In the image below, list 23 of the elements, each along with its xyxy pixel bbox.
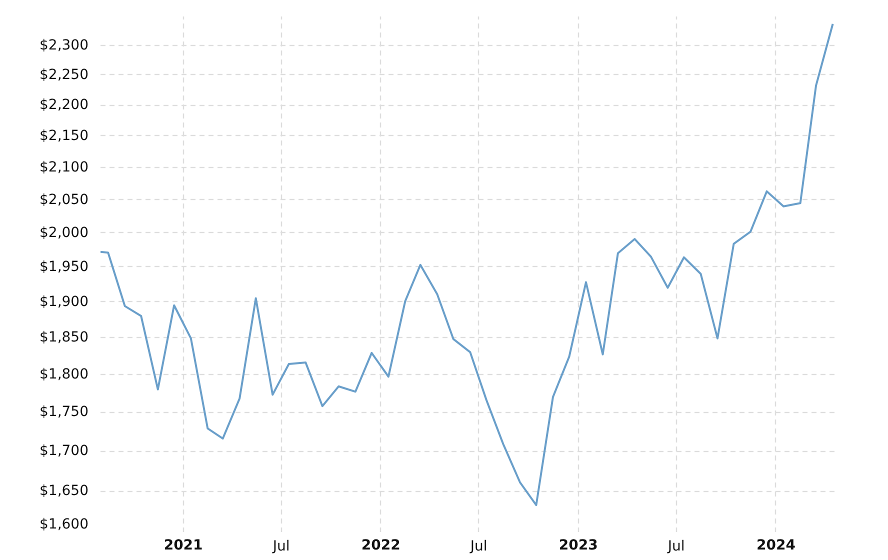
y-tick-label: $1,800 xyxy=(40,366,89,382)
x-tick-label: 2021 xyxy=(164,538,203,554)
y-tick-label: $2,300 xyxy=(40,37,89,54)
y-tick-label: $2,000 xyxy=(40,224,89,241)
x-tick-label: Jul xyxy=(272,538,290,554)
x-tick-label: 2022 xyxy=(361,538,400,554)
x-tick-label: Jul xyxy=(666,538,685,554)
y-tick-label: $1,600 xyxy=(40,516,89,532)
y-tick-label: $1,700 xyxy=(40,443,89,460)
y-tick-label: $1,850 xyxy=(40,330,89,346)
y-tick-label: $1,750 xyxy=(40,404,89,420)
y-tick-label: $1,650 xyxy=(40,483,89,500)
line-series xyxy=(100,22,834,506)
y-tick-label: $2,100 xyxy=(40,159,89,176)
x-tick-label: Jul xyxy=(469,538,488,554)
x-tick-label: 2023 xyxy=(558,538,598,554)
y-tick-label: $2,150 xyxy=(40,128,89,144)
x-tick-label: 2024 xyxy=(756,538,796,554)
y-tick-label: $2,250 xyxy=(40,66,89,83)
y-tick-label: $2,050 xyxy=(40,192,89,208)
y-tick-label: $1,950 xyxy=(40,258,89,275)
y-tick-label: $1,900 xyxy=(40,294,89,310)
y-tick-label: $2,200 xyxy=(40,97,89,114)
